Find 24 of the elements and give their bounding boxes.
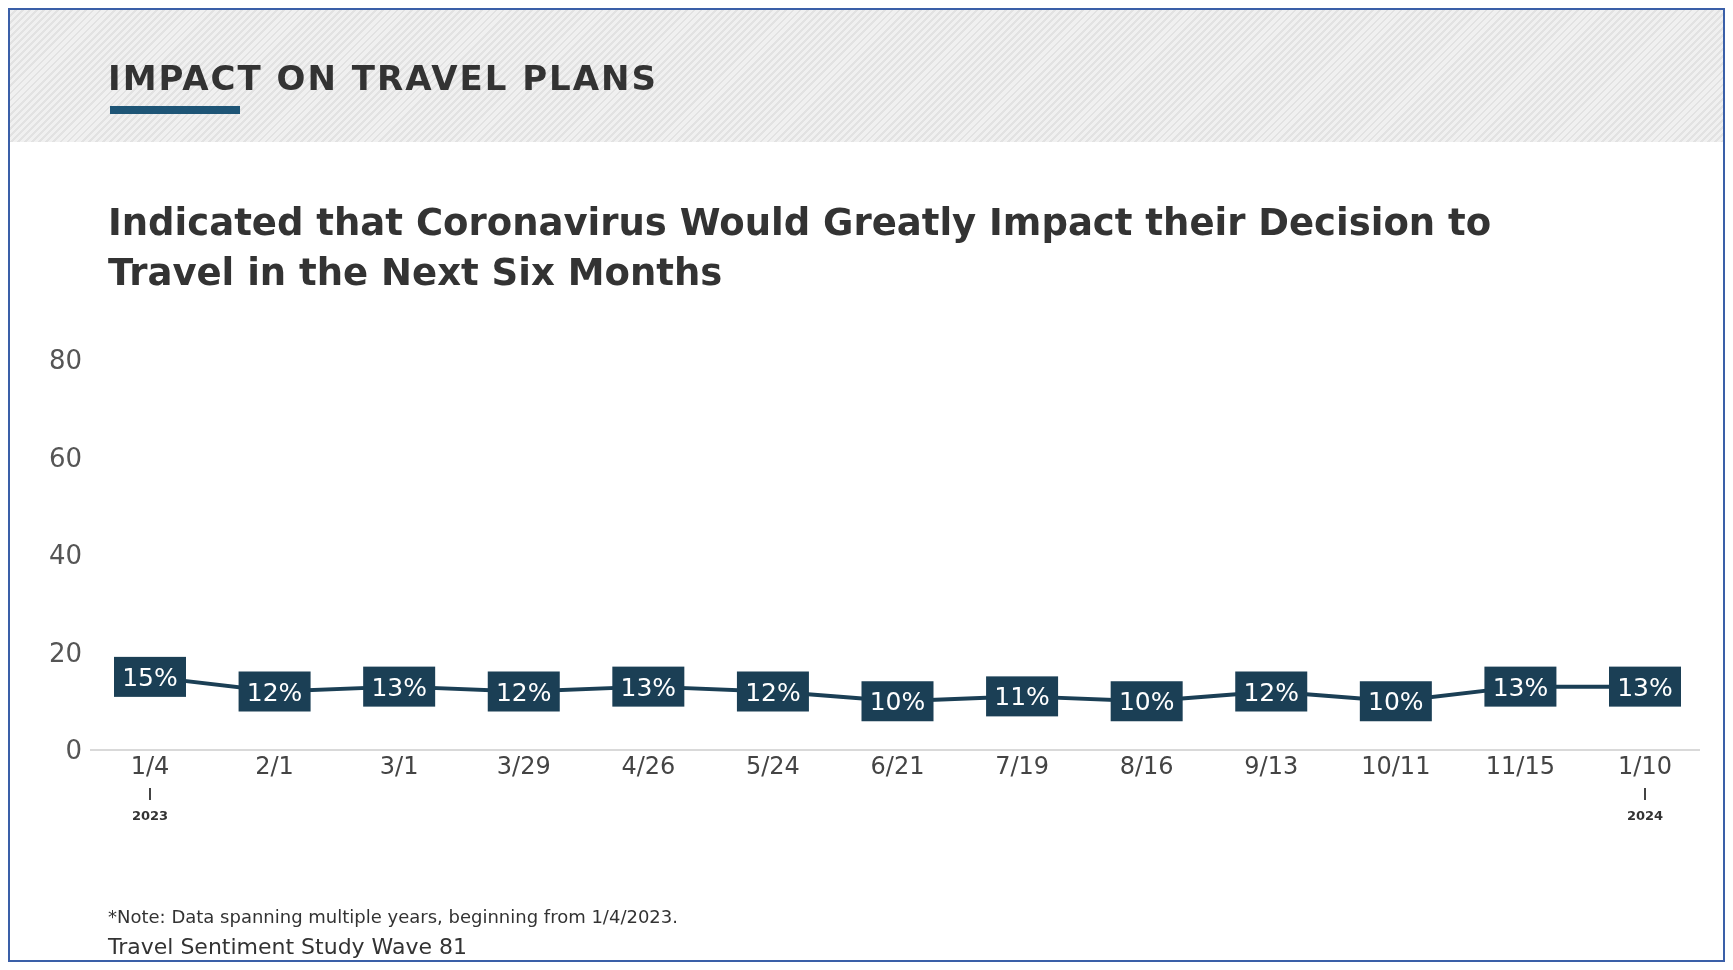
y-tick-label: 80 bbox=[48, 345, 82, 376]
y-tick-label: 40 bbox=[48, 540, 82, 571]
x-tick-label: 1/4 bbox=[130, 752, 170, 780]
y-tick-label: 0 bbox=[65, 735, 82, 766]
text: Travel Sentiment Study Wave 81 bbox=[108, 934, 467, 959]
x-tick-label: 6/21 bbox=[870, 752, 925, 780]
x-tick-label: 3/29 bbox=[496, 752, 551, 780]
x-tick-label: 8/16 bbox=[1119, 752, 1174, 780]
y-tick-label: 20 bbox=[48, 637, 82, 668]
x-tick-label: 1/10 bbox=[1618, 752, 1672, 780]
x-tick-label: 5/24 bbox=[745, 752, 800, 780]
annotation: 2024 bbox=[1626, 808, 1664, 823]
chart-subtitle: Indicated that Coronavirus Would Greatly Impact their Decision to Travel in the Next Six Months bbox=[108, 200, 1493, 296]
x-tick-label: 9/13 bbox=[1244, 752, 1299, 780]
x-tick-label: 4/26 bbox=[621, 752, 676, 780]
x-tick-label: 11/15 bbox=[1485, 752, 1555, 780]
x-tick-label: 3/1 bbox=[379, 752, 419, 780]
text: *Note: Data spanning multiple years, beginning from 1/4/2023. bbox=[108, 906, 678, 927]
annotation: 2023 bbox=[131, 808, 169, 823]
x-tick-label: 7/19 bbox=[995, 752, 1050, 780]
y-tick-label: 60 bbox=[48, 442, 82, 473]
chart-title: IMPACT ON TRAVEL PLANS bbox=[108, 58, 659, 98]
x-tick-label: 2/1 bbox=[255, 752, 294, 780]
x-tick-label: 10/11 bbox=[1361, 752, 1431, 780]
